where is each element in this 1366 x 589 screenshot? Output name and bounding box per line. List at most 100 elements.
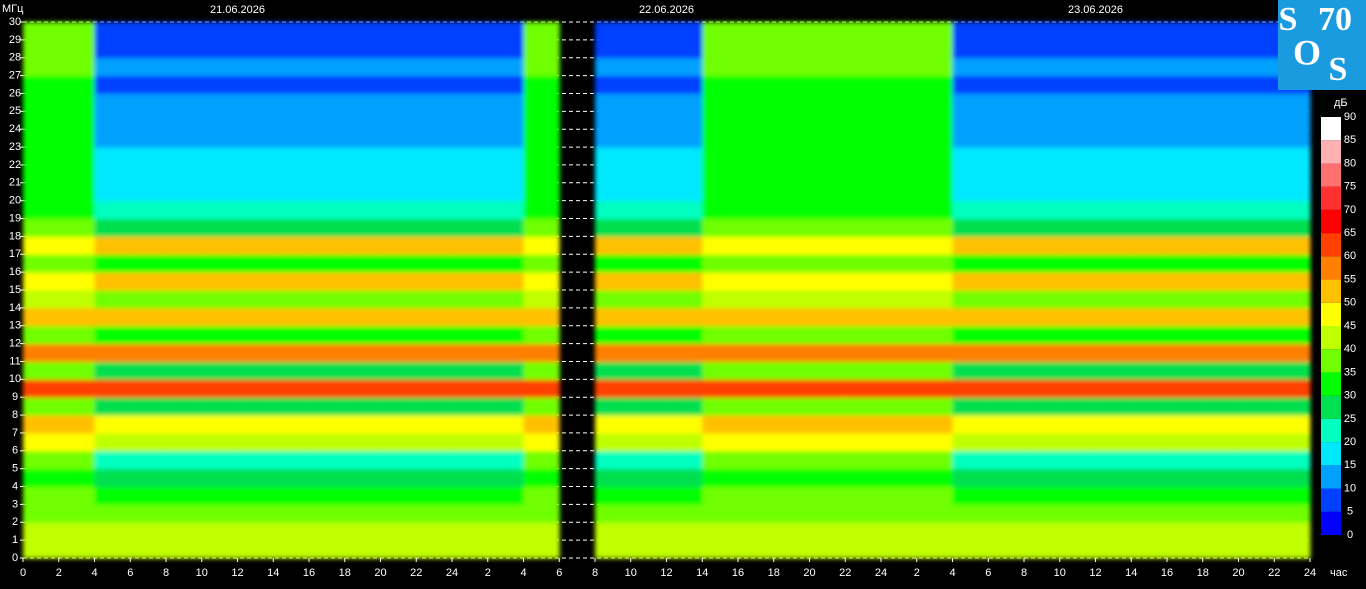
heat-cell: [666, 468, 703, 488]
heat-cell: [309, 540, 346, 559]
heat-cell: [344, 397, 381, 416]
heat-cell: [201, 129, 238, 148]
heat-cell: [702, 39, 739, 59]
heat-cell: [380, 290, 417, 309]
heat-cell: [1238, 325, 1275, 345]
heat-cell: [94, 540, 131, 559]
heat-cell: [916, 397, 953, 416]
heat-cell: [273, 22, 310, 41]
heat-cell: [702, 93, 739, 112]
heat-cell: [166, 432, 203, 452]
heat-cell: [487, 450, 524, 470]
heat-cell: [166, 397, 203, 416]
heat-cell: [309, 182, 346, 202]
heat-cell: [309, 147, 346, 166]
heat-cell: [452, 290, 489, 309]
heat-cell: [1131, 290, 1168, 309]
heat-cell: [666, 200, 703, 220]
heat-cell: [845, 468, 882, 488]
heat-cell: [344, 272, 381, 291]
heat-cell: [1024, 290, 1061, 309]
heat-cell: [952, 307, 989, 327]
heat-cell: [58, 522, 95, 541]
heat-cell: [845, 343, 882, 362]
heat-cell: [416, 486, 453, 505]
heat-cell: [344, 111, 381, 130]
heat-cell: [845, 307, 882, 327]
heat-cell: [452, 486, 489, 505]
heat-cell: [845, 164, 882, 184]
heat-cell: [773, 486, 810, 505]
heat-cell: [309, 93, 346, 112]
heat-cell: [94, 486, 131, 505]
colorbar-tick-label: 70: [1344, 204, 1356, 216]
heat-cell: [773, 290, 810, 309]
heat-cell: [809, 486, 846, 505]
x-tick-label: 8: [163, 567, 169, 579]
heat-cell: [58, 290, 95, 309]
heat-cell: [1059, 182, 1096, 202]
heat-cell: [523, 307, 560, 327]
heat-cell: [952, 486, 989, 505]
colorbar-swatch: [1321, 442, 1341, 466]
heat-cell: [738, 415, 775, 434]
heat-cell: [1238, 57, 1275, 77]
heat-cell: [523, 379, 560, 398]
heat-cell: [1095, 379, 1132, 398]
heat-cell: [94, 343, 131, 362]
heat-cell: [845, 397, 882, 416]
heat-cell: [58, 343, 95, 362]
heat-cell: [1131, 164, 1168, 184]
heat-cell: [58, 415, 95, 434]
heat-cell: [130, 450, 167, 470]
heat-cell: [916, 307, 953, 327]
colorbar-tick-label: 20: [1344, 436, 1356, 448]
heat-cell: [344, 522, 381, 541]
heat-cell: [1167, 164, 1204, 184]
heat-cell: [130, 218, 167, 237]
heat-cell: [988, 39, 1025, 59]
heat-cell: [487, 200, 524, 220]
heat-cell: [1024, 182, 1061, 202]
heat-cell: [237, 39, 274, 59]
heat-cell: [23, 236, 60, 255]
heat-cell: [809, 22, 846, 41]
heat-cell: [23, 200, 60, 220]
heat-cell: [988, 164, 1025, 184]
heat-cell: [1059, 39, 1096, 59]
y-tick-label: 25: [9, 105, 21, 117]
heat-cell: [94, 379, 131, 398]
heat-cell: [130, 522, 167, 541]
heat-cell: [273, 75, 310, 94]
heat-cell: [595, 57, 632, 77]
heat-cell: [94, 57, 131, 77]
heat-cell: [1167, 236, 1204, 255]
heat-cell: [1131, 450, 1168, 470]
heat-cell: [1238, 111, 1275, 130]
heat-cell: [130, 343, 167, 362]
heat-cell: [666, 272, 703, 291]
heat-cell: [523, 218, 560, 237]
heat-cell: [881, 254, 918, 273]
heat-cell: [702, 540, 739, 559]
heat-cell: [952, 39, 989, 59]
heat-cell: [237, 325, 274, 345]
heat-cell: [666, 486, 703, 505]
heat-cell: [916, 415, 953, 434]
heat-cell: [1059, 343, 1096, 362]
heat-cell: [416, 111, 453, 130]
heat-cell: [58, 111, 95, 130]
heat-cell: [237, 343, 274, 362]
heat-cell: [380, 39, 417, 59]
heat-cell: [1059, 486, 1096, 505]
heat-cell: [1167, 486, 1204, 505]
heat-cell: [523, 182, 560, 202]
x-tick-label: 14: [1125, 567, 1137, 579]
heat-cell: [452, 432, 489, 452]
heat-cell: [1131, 22, 1168, 41]
logo-box: [1278, 0, 1366, 90]
heat-cell: [1059, 218, 1096, 237]
y-tick-label: 9: [12, 391, 18, 403]
heat-cell: [452, 397, 489, 416]
heat-cell: [273, 522, 310, 541]
